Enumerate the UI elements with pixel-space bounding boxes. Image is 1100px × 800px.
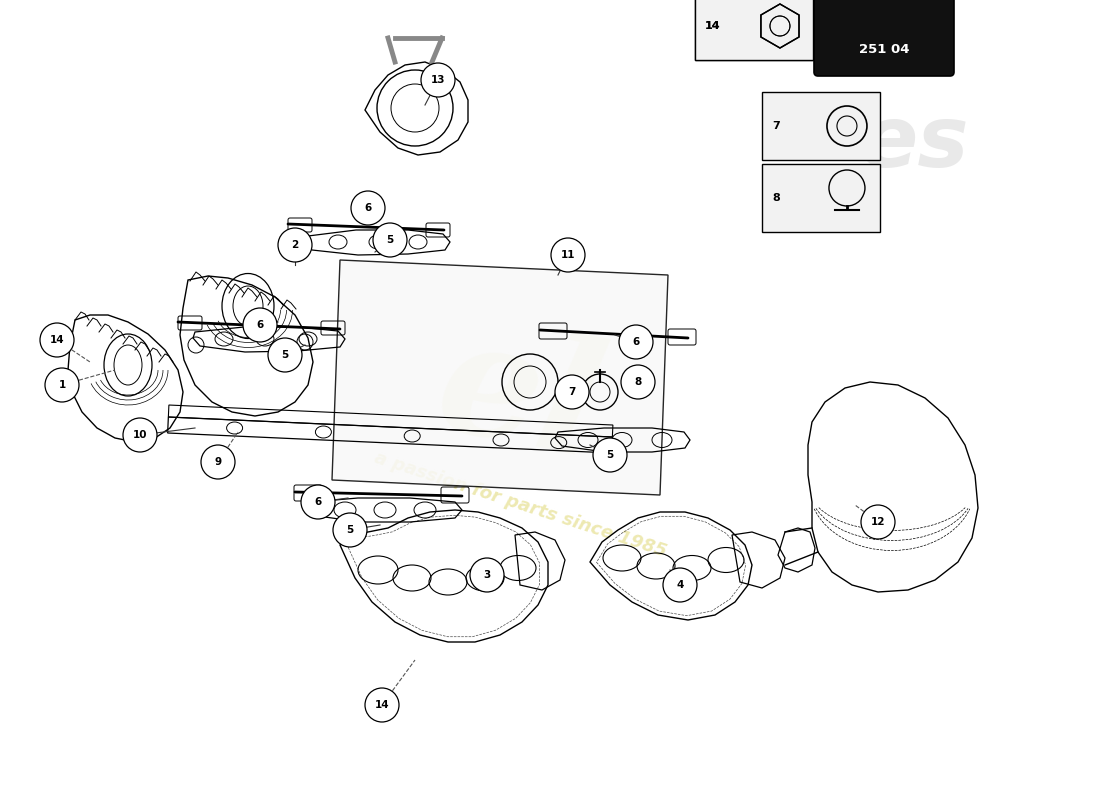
Text: 10: 10 (133, 430, 147, 440)
Text: 14: 14 (705, 21, 720, 31)
Text: 5: 5 (282, 350, 288, 360)
Circle shape (278, 228, 312, 262)
Text: a passion for parts since 1985: a passion for parts since 1985 (372, 449, 669, 561)
Text: 6: 6 (256, 320, 264, 330)
Circle shape (861, 505, 895, 539)
Text: 14: 14 (705, 21, 720, 31)
Text: 4: 4 (676, 580, 684, 590)
Polygon shape (332, 260, 668, 495)
FancyBboxPatch shape (814, 0, 954, 76)
Text: 251 04: 251 04 (859, 43, 910, 56)
FancyBboxPatch shape (695, 0, 813, 60)
Circle shape (40, 323, 74, 357)
Text: 6: 6 (364, 203, 372, 213)
Text: 5: 5 (386, 235, 394, 245)
Circle shape (421, 63, 455, 97)
Circle shape (45, 368, 79, 402)
Circle shape (268, 338, 302, 372)
Text: 9: 9 (214, 457, 221, 467)
Circle shape (663, 568, 697, 602)
Circle shape (593, 438, 627, 472)
Text: 14: 14 (375, 700, 389, 710)
Text: 11: 11 (561, 250, 575, 260)
Circle shape (551, 238, 585, 272)
Circle shape (333, 513, 367, 547)
Text: 3: 3 (483, 570, 491, 580)
Circle shape (621, 365, 654, 399)
Circle shape (365, 688, 399, 722)
Text: 6: 6 (632, 337, 639, 347)
Text: es: es (860, 102, 970, 185)
Circle shape (351, 191, 385, 225)
FancyBboxPatch shape (695, 0, 813, 60)
Text: 6: 6 (315, 497, 321, 507)
Circle shape (470, 558, 504, 592)
Text: 5: 5 (346, 525, 353, 535)
Text: 8: 8 (772, 193, 780, 203)
Text: el: el (425, 308, 615, 492)
Polygon shape (833, 0, 868, 23)
Text: 7: 7 (772, 121, 780, 131)
Circle shape (619, 325, 653, 359)
Circle shape (201, 445, 235, 479)
FancyBboxPatch shape (762, 164, 880, 232)
Circle shape (373, 223, 407, 257)
Text: 5: 5 (606, 450, 614, 460)
Circle shape (556, 375, 588, 409)
Circle shape (123, 418, 157, 452)
Text: 8: 8 (635, 377, 641, 387)
Text: 7: 7 (569, 387, 575, 397)
Text: 14: 14 (50, 335, 64, 345)
Circle shape (301, 485, 336, 519)
Text: 1: 1 (58, 380, 66, 390)
Text: 12: 12 (871, 517, 886, 527)
FancyBboxPatch shape (762, 92, 880, 160)
Circle shape (243, 308, 277, 342)
Text: 13: 13 (431, 75, 446, 85)
Text: 2: 2 (292, 240, 298, 250)
